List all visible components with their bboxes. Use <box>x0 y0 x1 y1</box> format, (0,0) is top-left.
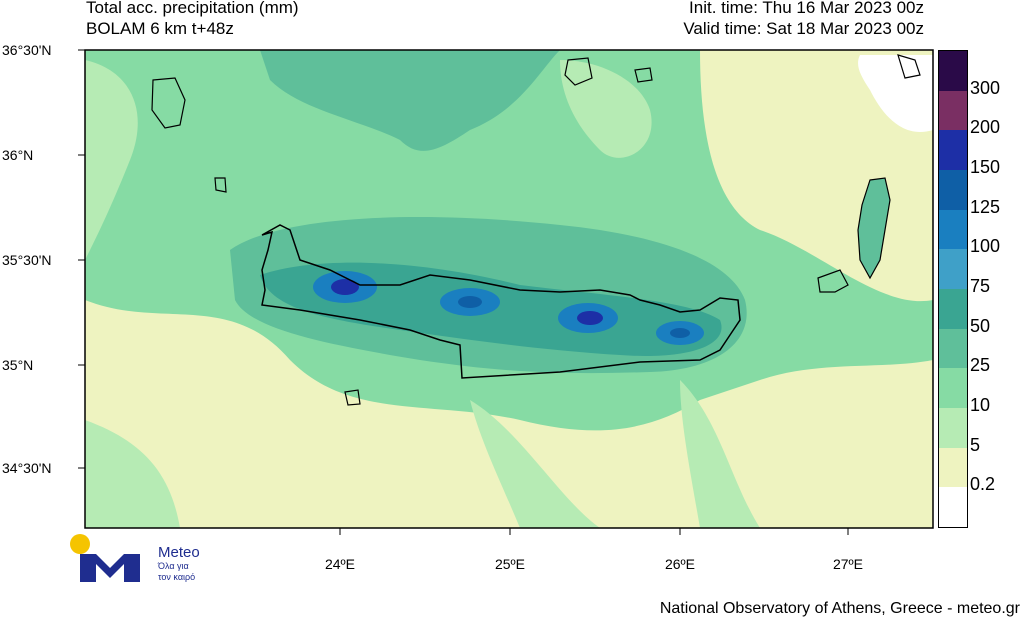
rain-core-central-max <box>458 296 482 308</box>
lat-label-35-30: 35°30'N <box>2 252 52 268</box>
legend-level-label: 125 <box>970 196 1001 217</box>
karpathos-island <box>857 177 891 280</box>
west-wet-patch <box>85 60 138 260</box>
tagline-2: τον καιρό <box>158 572 196 582</box>
lon-label-24: 24ºE <box>324 556 356 572</box>
legend-swatch <box>939 487 967 528</box>
tagline-1: Όλα για <box>158 561 189 571</box>
south-band <box>470 400 600 528</box>
legend-swatch <box>939 289 967 330</box>
color-legend <box>938 50 968 528</box>
run-times: Init. time: Thu 16 Mar 2023 00z Valid ti… <box>683 0 924 39</box>
legend-swatch <box>939 90 967 131</box>
legend-level-label: 50 <box>970 315 991 336</box>
legend-swatch <box>939 408 967 449</box>
legend-level-label: 200 <box>970 117 1001 138</box>
santorini-island <box>564 57 593 86</box>
m-logo-icon <box>80 554 140 582</box>
milos-island <box>151 77 186 129</box>
legend-swatch <box>939 447 967 488</box>
legend-swatch <box>939 249 967 290</box>
anafi-island <box>634 67 653 83</box>
sw-patch <box>85 420 180 528</box>
axis-ticks <box>78 49 849 535</box>
legend-swatch <box>939 209 967 250</box>
legend-level-label: 300 <box>970 77 1001 98</box>
valid-time: Valid time: Sat 18 Mar 2023 00z <box>683 19 924 38</box>
legend-level-label: 0.2 <box>970 474 996 495</box>
lat-label-36: 36°N <box>2 147 34 163</box>
init-time: Init. time: Thu 16 Mar 2023 00z <box>689 0 924 17</box>
rhodes-tip <box>897 54 921 79</box>
legend-level-label: 25 <box>970 355 991 376</box>
dry-white-patch <box>858 55 933 132</box>
sun-icon <box>70 534 90 554</box>
title-line-1: Total acc. precipitation (mm) <box>86 0 299 17</box>
gavdos-island <box>344 389 361 406</box>
rain-core-far-east-max <box>670 328 690 338</box>
lat-label-36-30: 36°30'N <box>2 42 52 58</box>
lon-label-25: 25ºE <box>494 556 526 572</box>
legend-swatch <box>939 368 967 409</box>
legend-level-label: 150 <box>970 157 1001 177</box>
north-light-patch <box>560 60 652 158</box>
rain-core-west-max <box>331 279 359 295</box>
lat-label-34-30: 34°30'N <box>2 460 52 476</box>
legend-swatch <box>939 170 967 211</box>
map-title: Total acc. precipitation (mm) BOLAM 6 km… <box>86 0 299 39</box>
legend-level-label: 75 <box>970 276 991 296</box>
legend-level-label: 100 <box>970 236 1001 257</box>
footer-credit: National Observatory of Athens, Greece -… <box>659 600 1020 617</box>
legend-level-label: 10 <box>970 395 991 415</box>
legend-swatch <box>939 51 967 92</box>
kasos-island <box>817 269 849 293</box>
brand-name: Meteo <box>158 544 200 561</box>
meteo-logo <box>70 534 140 582</box>
logo-text: Meteo Όλα για τον καιρό <box>158 544 200 583</box>
lon-label-26: 26ºE <box>664 556 696 572</box>
east-south-band <box>680 380 760 528</box>
legend-level-label: 5 <box>970 434 981 455</box>
lat-label-35: 35°N <box>2 357 34 373</box>
legend-swatch <box>939 130 967 171</box>
crete-coastline <box>261 224 741 379</box>
title-line-2: BOLAM 6 km t+48z <box>86 19 234 38</box>
legend-swatch <box>939 328 967 369</box>
rain-core-east-max <box>577 311 603 325</box>
lon-label-27: 27ºE <box>832 556 864 572</box>
small-island-west <box>214 177 227 193</box>
north-teal-zone <box>260 50 560 151</box>
map-frame <box>84 49 934 529</box>
